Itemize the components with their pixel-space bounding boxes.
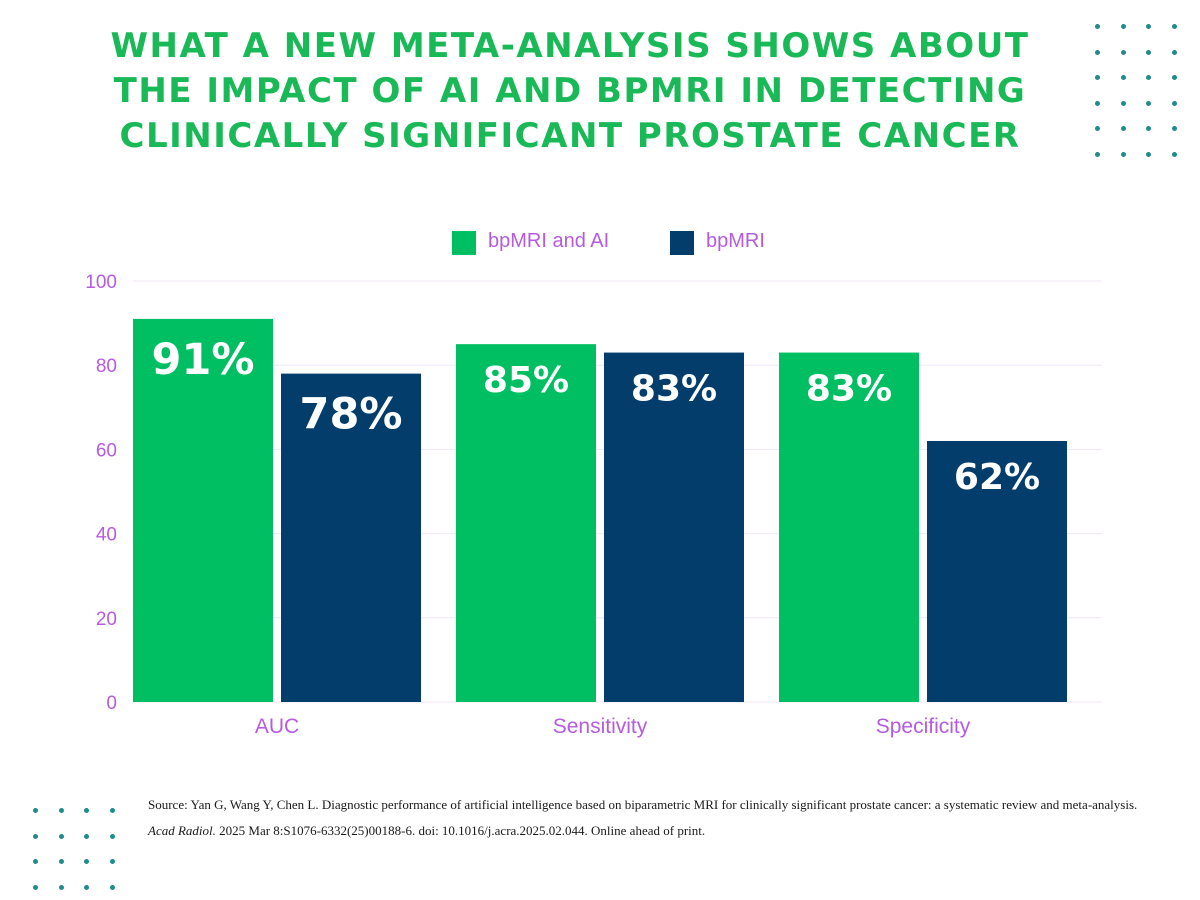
decorative-dot (1095, 49, 1100, 55)
decorative-dot (1146, 24, 1151, 29)
decorative-dot (33, 859, 38, 864)
decorative-dot (1120, 24, 1126, 29)
title-line: CLINICALLY SIGNIFICANT PROSTATE CANCER (119, 116, 1021, 156)
y-tick-label: 80 (96, 356, 117, 377)
y-tick-label: 20 (96, 609, 117, 630)
data-label: 85% (483, 360, 569, 401)
legend-swatch-bpmri (670, 231, 694, 255)
decorative-dot-grid-bottom-left (33, 808, 123, 893)
decorative-dot (1171, 100, 1177, 106)
bar-auc-bpmri (281, 373, 421, 702)
bar-specificity-bpmri-and-ai (779, 352, 919, 702)
y-tick-label: 60 (96, 440, 117, 461)
decorative-dot (33, 808, 38, 813)
x-tick-label: Sensitivity (553, 715, 648, 738)
decorative-dot-grid-top-right (1095, 24, 1185, 159)
decorative-dot (1171, 151, 1177, 157)
decorative-dot (1095, 126, 1100, 131)
title-line: THE IMPACT OF AI AND BPMRI IN DETECTING (113, 71, 1027, 111)
data-label: 83% (806, 369, 892, 410)
source-text: Source: Yan G, Wang Y, Chen L. Diagnosti… (148, 797, 1138, 812)
decorative-dot (1095, 100, 1100, 106)
data-label: 91% (152, 335, 255, 385)
decorative-dot (109, 859, 115, 864)
decorative-dot (1171, 126, 1177, 131)
decorative-dot (1095, 24, 1100, 29)
legend-label: bpMRI (706, 230, 765, 252)
decorative-dot (84, 859, 89, 864)
x-tick-label: Specificity (876, 715, 971, 738)
decorative-dot (58, 808, 64, 813)
decorative-dot (1146, 151, 1151, 157)
decorative-dot (1120, 49, 1126, 55)
decorative-dot (1120, 151, 1126, 157)
decorative-dot (33, 833, 38, 839)
data-label: 83% (631, 369, 717, 410)
source-text-details: 2025 Mar 8:S1076-6332(25)00188-6. doi: 1… (219, 823, 706, 838)
decorative-dot (58, 884, 64, 890)
decorative-dot (1171, 24, 1177, 29)
decorative-dot (84, 833, 89, 839)
title-line: WHAT A NEW META-ANALYSIS SHOWS ABOUT (110, 26, 1030, 66)
source-journal: Acad Radiol. (148, 823, 216, 838)
decorative-dot (1120, 100, 1126, 106)
decorative-dot (58, 859, 64, 864)
y-tick-label: 0 (106, 693, 117, 714)
y-tick-label: 40 (96, 525, 117, 546)
decorative-dot (1146, 49, 1151, 55)
decorative-dot (109, 833, 115, 839)
data-label: 62% (954, 457, 1040, 498)
y-tick-label: 100 (85, 272, 117, 293)
bar-specificity-bpmri (927, 440, 1067, 702)
decorative-dot (1146, 100, 1151, 106)
bar-auc-bpmri-and-ai (133, 318, 273, 702)
decorative-dot (1095, 75, 1100, 80)
decorative-dot (109, 884, 115, 890)
decorative-dot (1171, 75, 1177, 80)
decorative-dot (33, 884, 38, 890)
bar-sensitivity-bpmri (604, 352, 744, 702)
decorative-dot (109, 808, 115, 813)
decorative-dot (1120, 126, 1126, 131)
decorative-dot (84, 884, 89, 890)
legend-label: bpMRI and AI (488, 230, 610, 252)
bar-sensitivity-bpmri-and-ai (456, 344, 596, 702)
decorative-dot (1095, 151, 1100, 157)
decorative-dot (1120, 75, 1126, 80)
decorative-dot (1171, 49, 1177, 55)
decorative-dot (1146, 75, 1151, 80)
x-tick-label: AUC (255, 715, 299, 738)
page-title: WHAT A NEW META-ANALYSIS SHOWS ABOUT THE… (0, 24, 1140, 159)
decorative-dot (58, 833, 64, 839)
decorative-dot (84, 808, 89, 813)
data-label: 78% (300, 390, 403, 440)
legend-swatch-bpmri-and-ai (452, 231, 476, 255)
source-citation: Source: Yan G, Wang Y, Chen L. Diagnosti… (148, 792, 1148, 844)
decorative-dot (1146, 126, 1151, 131)
